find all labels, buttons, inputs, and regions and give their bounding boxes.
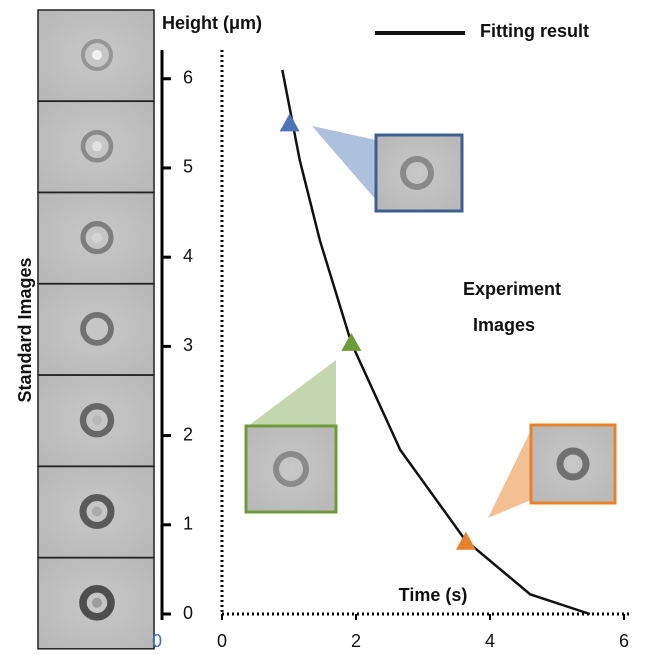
extra-label: 0 (152, 631, 162, 651)
center (92, 598, 102, 608)
experiment-point (341, 333, 361, 351)
x-tick-label: 4 (485, 631, 495, 651)
center (92, 415, 102, 425)
x-axis-title: Time (s) (399, 585, 468, 605)
center (92, 141, 102, 151)
center (92, 50, 102, 60)
y-axis-title: Height (μm) (162, 13, 262, 33)
annotation: Images (473, 315, 535, 335)
side-label: Standard Images (15, 257, 35, 402)
center (92, 507, 102, 517)
y-tick-label: 2 (183, 424, 193, 444)
standard-images (38, 10, 154, 649)
chart: Standard Images Height (μm) 0 Fitting re… (0, 0, 646, 655)
y-tick-label: 1 (183, 514, 193, 534)
x-tick-label: 6 (619, 631, 629, 651)
center (92, 324, 102, 334)
y-tick-label: 3 (183, 335, 193, 355)
legend-label: Fitting result (480, 21, 589, 41)
annotation: Experiment (463, 279, 561, 299)
y-tick-label: 4 (183, 246, 193, 266)
insets (246, 126, 615, 518)
x-tick-label: 0 (217, 631, 227, 651)
experiment-point (456, 532, 476, 550)
y-tick-label: 6 (183, 68, 193, 88)
experiment-point (280, 113, 300, 131)
x-tick-label: 2 (351, 631, 361, 651)
y-tick-label: 0 (183, 603, 193, 623)
center (92, 233, 102, 243)
y-tick-label: 5 (183, 157, 193, 177)
